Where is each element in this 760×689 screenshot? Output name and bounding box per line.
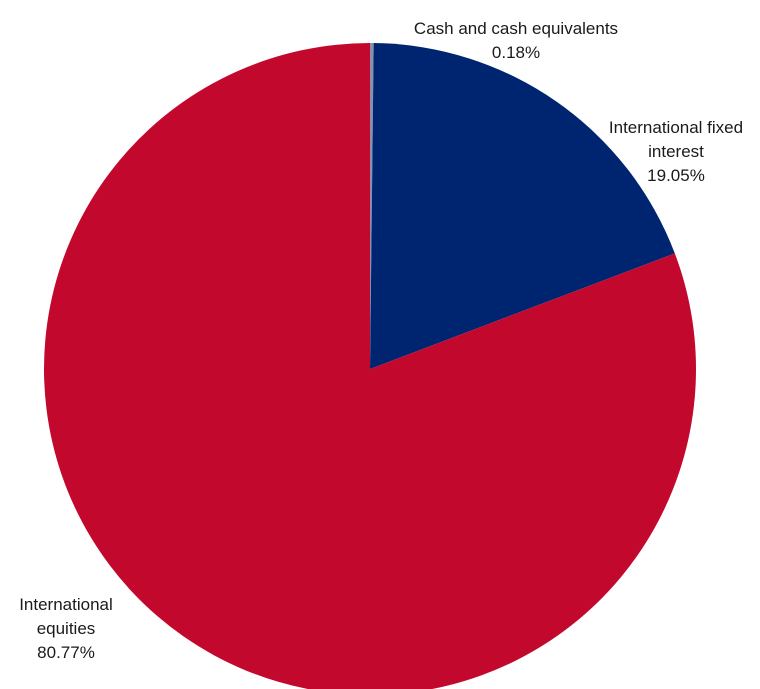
pie-label-international-equities: International equities 80.77% [19,595,113,662]
pie-label-cash-and-cash-equivalents: Cash and cash equivalents 0.18% [414,19,618,62]
pie-slices [44,42,696,689]
pie-label-name: International [19,595,113,614]
pie-slice-international-equities [44,43,696,689]
pie-slice-international-fixed-interest [370,43,675,370]
pie-label-name: Cash and cash equivalents [414,19,618,38]
pie-label-name: equities [37,619,96,638]
pie-label-value: 19.05% [647,166,705,185]
pie-slice-cash-and-cash-equivalents [370,42,374,369]
pie-label-international-fixed-interest: International fixed interest 19.05% [609,118,743,185]
pie-label-name: interest [648,142,704,161]
pie-labels: Cash and cash equivalents 0.18% Internatio… [19,19,743,662]
pie-label-value: 80.77% [37,643,95,662]
pie-label-value: 0.18% [492,43,540,62]
pie-label-name: International fixed [609,118,743,137]
